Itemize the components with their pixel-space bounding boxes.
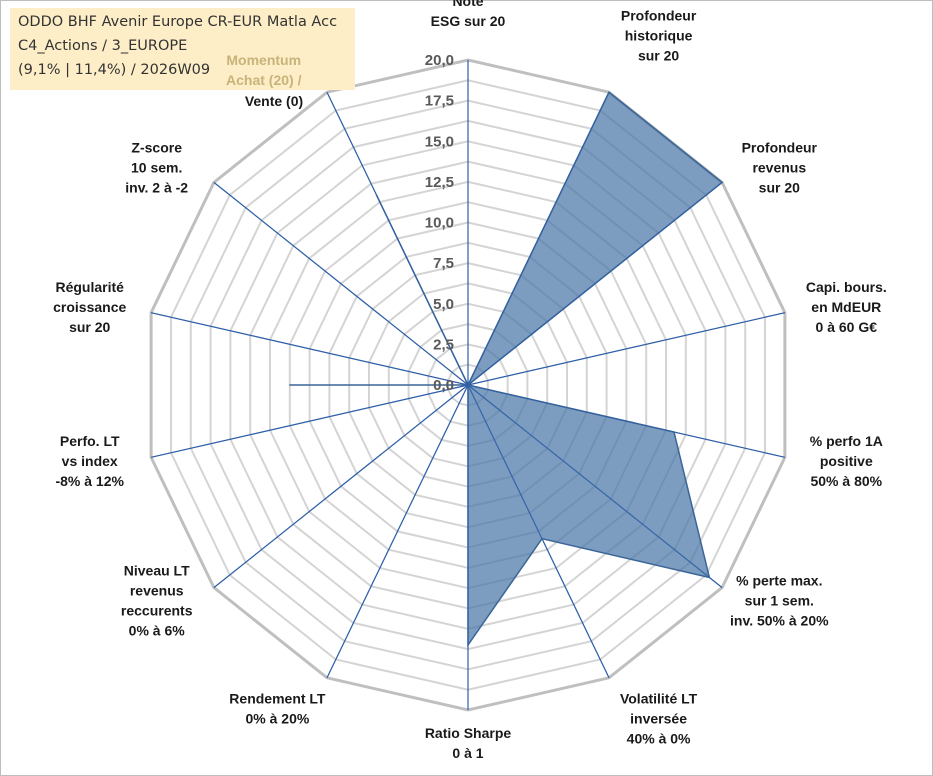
series-area — [289, 91, 724, 648]
axis-label-line: 0 à 60 G€ — [816, 319, 878, 335]
axis-label-line: Capi. bours. — [806, 279, 887, 295]
axis-label-line: Note — [452, 0, 483, 9]
axis-label-line: positive — [820, 453, 873, 469]
axis-label-line: Niveau LT — [124, 562, 190, 578]
radial-tick-label: 15,0 — [425, 133, 454, 150]
radial-tick-label: 5,0 — [433, 296, 454, 313]
axis-label-line: Régularité — [55, 279, 124, 295]
axis-label-line: en MdEUR — [811, 299, 881, 315]
momentum-label-line-1: Momentum — [226, 52, 302, 68]
spoke-overlay — [213, 182, 469, 386]
spoke-overlay — [467, 182, 723, 386]
momentum-label-overlay: Momentum Achat (20) / — [226, 50, 301, 90]
spoke-overlay — [467, 384, 723, 588]
axis-label-line: inv. 50% à 20% — [730, 612, 829, 628]
axis-label-line: 0 à 1 — [452, 745, 483, 761]
axis-label-line: Rendement LT — [229, 691, 326, 707]
axis-labels: Note ESG sur 20 Profondeur historique sur 20… — [53, 0, 887, 761]
axis-label-line: % perfo 1A — [810, 433, 883, 449]
spoke-overlay — [467, 91, 610, 386]
axis-label-line: sur 20 — [638, 47, 679, 63]
radial-tick-label: 0,0 — [433, 377, 454, 394]
radial-tick-label: 7,5 — [433, 255, 454, 272]
axis-label-line: revenus — [130, 582, 184, 598]
axis-label-line: ESG sur 20 — [431, 13, 506, 29]
axis-label-line: -8% à 12% — [55, 473, 124, 489]
radial-tick-label: 17,5 — [425, 93, 454, 110]
spoke-overlay — [150, 384, 469, 458]
axis-label-line: croissance — [53, 299, 126, 315]
spoke-overlay — [150, 312, 469, 386]
axis-label-line: 50% à 80% — [810, 473, 882, 489]
axis-label-line: % perte max. — [736, 572, 822, 588]
axis-label-line: Perfo. LT — [60, 433, 120, 449]
radial-tick-label: 2,5 — [433, 336, 454, 353]
momentum-label-line-2: Achat (20) / — [226, 72, 302, 88]
axis-label-line: Profondeur — [742, 140, 818, 156]
spoke-overlay — [326, 91, 469, 386]
axis-label-line: historique — [625, 27, 693, 43]
radar-series — [150, 60, 786, 710]
axis-label-line: sur 20 — [69, 319, 110, 335]
axis-label-line: revenus — [752, 160, 806, 176]
radial-tick-label: 20,0 — [425, 52, 454, 69]
axis-label-line: 0% à 6% — [129, 622, 186, 638]
axis-label-line: Profondeur — [621, 7, 697, 23]
axis-label-line: 0% à 20% — [245, 711, 309, 727]
radial-tick-label: 12,5 — [425, 174, 454, 191]
fund-name: ODDO BHF Avenir Europe CR-EUR Matla Acc — [18, 14, 338, 30]
radial-tick-labels: 0,0 2,5 5,0 7,5 10,0 12,5 15,0 17,5 20,0 — [425, 52, 454, 394]
spoke-overlay — [467, 384, 786, 458]
axis-label-line: reccurents — [121, 602, 193, 618]
axis-label-line: Vente (0) — [245, 93, 303, 109]
axis-label-line: sur 20 — [759, 180, 800, 196]
axis-label-line: 40% à 0% — [627, 731, 691, 747]
axis-label-line: 10 sem. — [131, 160, 182, 176]
spoke-overlay — [467, 312, 786, 386]
spoke-overlay — [467, 384, 610, 679]
axis-label-line: inversée — [630, 711, 687, 727]
fund-stats: (9,1% | 11,4%) / 2026W09 — [18, 62, 211, 78]
axis-label-line: Z-score — [131, 140, 182, 156]
axis-label-line: Volatilité LT — [620, 691, 698, 707]
spoke-overlay — [326, 384, 469, 679]
axis-label-line: vs index — [62, 453, 118, 469]
axis-label-line: inv. 2 à -2 — [125, 180, 188, 196]
axis-label-line: sur 1 sem. — [745, 592, 814, 608]
spoke-overlay — [213, 384, 469, 588]
fund-category: C4_Actions / 3_EUROPE — [18, 38, 188, 54]
radial-tick-label: 10,0 — [425, 215, 454, 232]
fund-title-box: ODDO BHF Avenir Europe CR-EUR Matla Acc … — [10, 8, 355, 90]
axis-label-line: Ratio Sharpe — [425, 725, 512, 741]
